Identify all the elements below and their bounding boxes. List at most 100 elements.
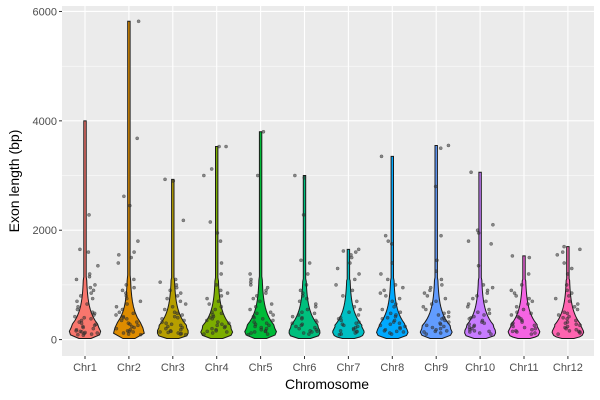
data-point [341, 294, 345, 298]
jitter-points [73, 19, 582, 338]
data-point [572, 304, 577, 309]
data-point [578, 331, 582, 335]
data-point [132, 250, 136, 254]
data-point [296, 313, 301, 317]
data-point [207, 302, 212, 306]
data-point [553, 296, 558, 301]
data-point [476, 310, 480, 315]
data-point [299, 258, 303, 263]
data-point [438, 326, 443, 331]
data-point [510, 329, 515, 334]
data-point [175, 294, 180, 298]
data-point [92, 313, 96, 317]
x-tick-label-chr10: Chr10 [465, 362, 495, 374]
data-point [521, 307, 526, 312]
data-point [434, 269, 439, 274]
data-point [300, 310, 304, 315]
data-point [89, 291, 94, 295]
data-point [394, 302, 398, 306]
data-point [210, 331, 215, 335]
data-point [178, 332, 183, 336]
data-point [334, 283, 338, 287]
data-point [81, 325, 85, 330]
data-point [218, 288, 223, 293]
data-point [122, 194, 126, 199]
data-point [252, 315, 256, 320]
x-tick-label-chr7: Chr7 [336, 362, 360, 374]
data-point [183, 302, 188, 306]
data-point [348, 261, 352, 265]
x-axis: Chr1 Chr2 Chr3 Chr4 Chr5 Chr6 Chr7 Chr8 Chr9 Chr1… [73, 356, 583, 374]
data-point [565, 317, 569, 321]
data-point [446, 310, 451, 315]
data-point [220, 322, 224, 327]
data-point [487, 329, 491, 334]
data-point [297, 299, 302, 304]
data-point [136, 19, 141, 24]
data-point [136, 239, 140, 243]
data-point [174, 285, 179, 290]
data-point [265, 332, 270, 336]
data-point [385, 277, 390, 282]
data-point [567, 329, 572, 333]
data-point [430, 325, 435, 330]
data-point [248, 272, 252, 276]
x-tick-label-chr11: Chr11 [509, 362, 538, 374]
data-point [208, 220, 213, 224]
data-point [271, 318, 275, 323]
y-tick-label: 4000 [33, 116, 57, 128]
data-point [529, 332, 534, 336]
data-point [434, 299, 438, 304]
data-point [485, 291, 490, 295]
data-point [397, 296, 402, 301]
data-point [390, 299, 395, 304]
data-point [158, 330, 162, 334]
data-point [134, 320, 139, 324]
data-point [301, 331, 306, 335]
data-point [401, 330, 406, 334]
violin-chr1 [68, 120, 102, 339]
data-point [380, 307, 385, 312]
violin-chr8 [376, 155, 409, 339]
data-point [565, 272, 570, 276]
data-point [476, 231, 481, 235]
data-point [216, 320, 220, 324]
data-point [358, 307, 362, 312]
data-point [251, 296, 256, 301]
data-point [131, 330, 135, 334]
data-point [337, 332, 342, 337]
data-point [214, 329, 218, 333]
data-point [438, 146, 443, 150]
data-point [446, 320, 451, 324]
data-point [215, 231, 220, 235]
data-point [114, 304, 119, 309]
data-point [202, 332, 206, 336]
data-point [86, 250, 91, 254]
data-point [440, 283, 444, 287]
data-point [259, 327, 264, 332]
data-point [515, 330, 519, 334]
data-point [424, 307, 428, 312]
data-point [567, 299, 572, 304]
data-point [216, 299, 221, 304]
x-tick-label-chr5: Chr5 [249, 362, 273, 374]
data-point [129, 255, 134, 260]
data-point [252, 330, 257, 334]
data-point [96, 263, 100, 268]
data-point [562, 261, 567, 265]
data-point [338, 329, 343, 333]
data-point [132, 325, 136, 330]
data-point [439, 277, 444, 282]
data-point [248, 307, 252, 312]
data-point [510, 254, 515, 258]
x-tick-label-chr8: Chr8 [380, 362, 404, 374]
data-point [388, 311, 393, 316]
data-point [440, 317, 444, 321]
data-point [382, 329, 387, 333]
data-point [469, 170, 473, 175]
data-point [560, 250, 565, 254]
data-point [299, 323, 304, 328]
data-point [215, 323, 219, 328]
data-point [389, 332, 394, 336]
